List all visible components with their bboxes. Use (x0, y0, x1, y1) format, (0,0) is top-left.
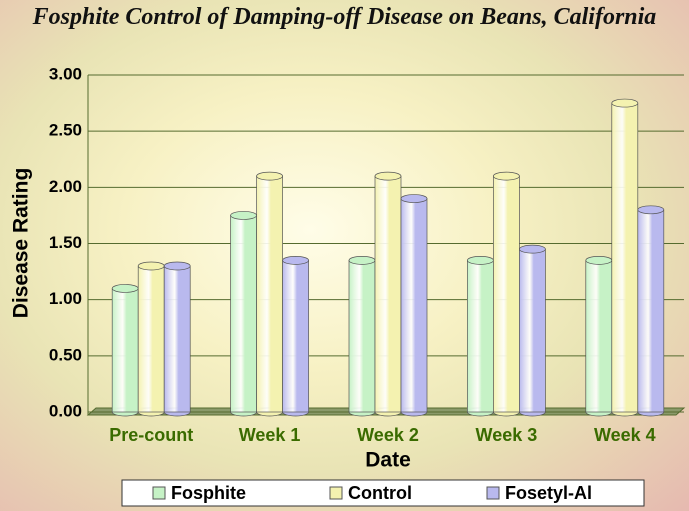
y-axis-label: Disease Rating (10, 168, 33, 319)
legend-label: Control (348, 483, 412, 503)
bar (375, 176, 401, 412)
x-tick-label: Pre-count (109, 425, 193, 445)
bar-top (349, 256, 375, 264)
bar (138, 266, 164, 412)
bar-top (638, 206, 664, 214)
bar (638, 210, 664, 412)
y-tick-label: 2.00 (49, 177, 82, 196)
bar-top (401, 195, 427, 203)
x-tick-label: Week 2 (357, 425, 419, 445)
page: Disease Rating Date 0.00 0.50 1.00 1.50 2.00… (0, 0, 689, 511)
legend-swatch (487, 487, 499, 499)
bar (231, 215, 257, 412)
bar (612, 103, 638, 412)
bar (519, 249, 545, 412)
bar (283, 260, 309, 412)
bar-top (493, 172, 519, 180)
legend-swatch (153, 487, 165, 499)
y-tick-label: 3.00 (49, 64, 82, 83)
legend-label: Fosphite (171, 483, 246, 503)
bar-top (138, 262, 164, 270)
bar (164, 266, 190, 412)
bar-top (467, 256, 493, 264)
x-axis-label: Date (365, 449, 411, 472)
bar (467, 260, 493, 412)
chart-title: Fosphite Control of Damping-off Disease … (0, 4, 689, 31)
x-tick-label: Week 3 (476, 425, 538, 445)
bar-top (519, 245, 545, 253)
bar-top (283, 256, 309, 264)
bar-top (612, 99, 638, 107)
bar (586, 260, 612, 412)
bar (401, 199, 427, 412)
bar-top (112, 284, 138, 292)
legend-label: Fosetyl-Al (505, 483, 592, 503)
y-tick-label: 2.50 (49, 121, 82, 140)
bar (349, 260, 375, 412)
bar-top (257, 172, 283, 180)
y-tick-label: 0.50 (49, 345, 82, 364)
bar (112, 288, 138, 412)
y-tick-label: 1.00 (49, 289, 82, 308)
y-tick-label: 1.50 (49, 233, 82, 252)
bar-top (375, 172, 401, 180)
bar (257, 176, 283, 412)
chart: Disease Rating Date 0.00 0.50 1.00 1.50 2.00… (0, 0, 689, 511)
bar-top (231, 211, 257, 219)
x-tick-label: Week 4 (594, 425, 656, 445)
bar (493, 176, 519, 412)
y-tick-label: 0.00 (49, 401, 82, 420)
bar-top (586, 256, 612, 264)
x-tick-label: Week 1 (239, 425, 301, 445)
bar-top (164, 262, 190, 270)
legend-swatch (330, 487, 342, 499)
